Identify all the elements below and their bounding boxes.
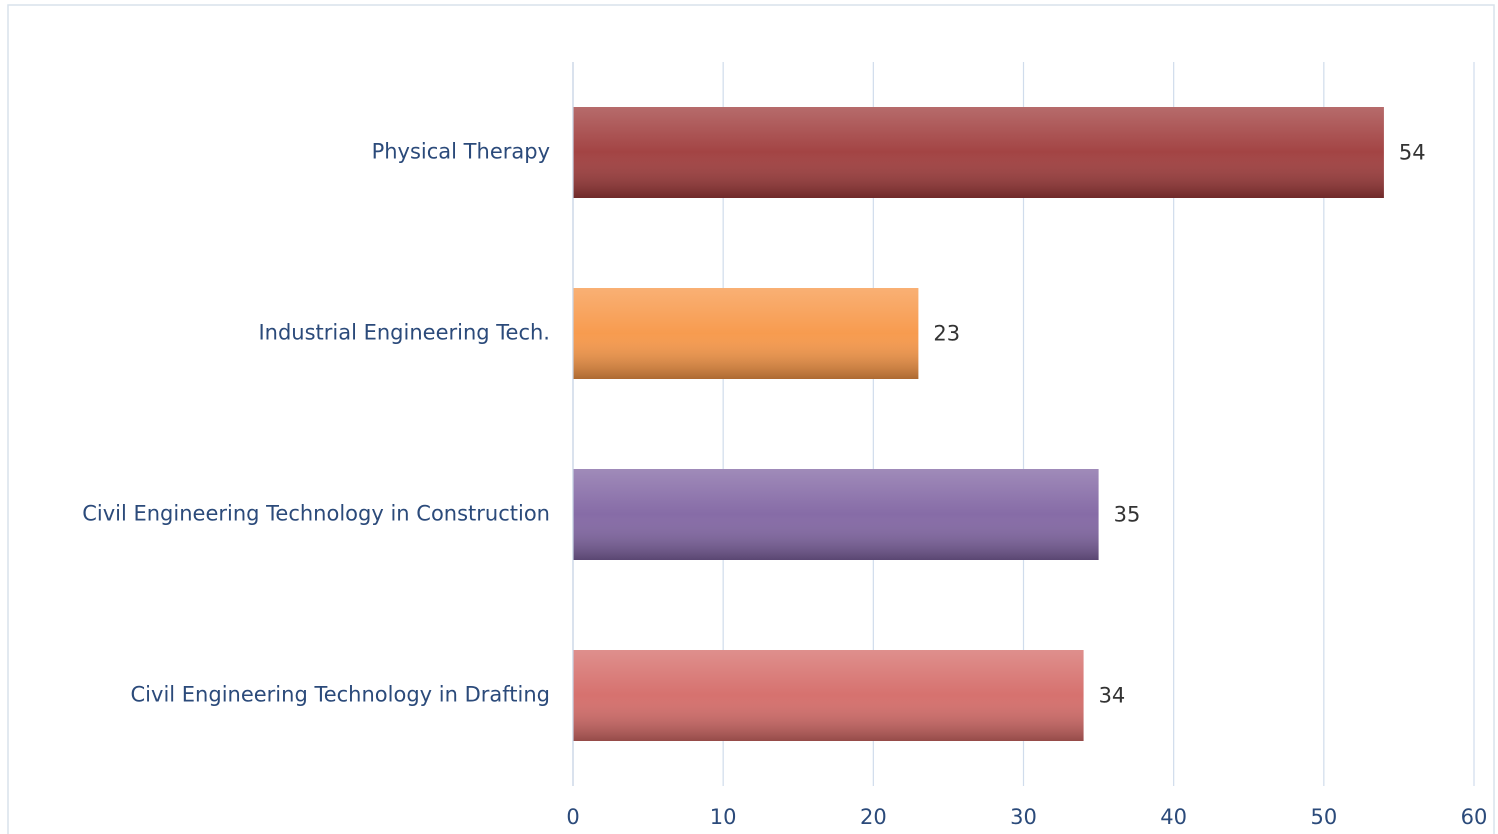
value-label: 34 — [1099, 684, 1126, 708]
x-tick-label: 60 — [1461, 805, 1488, 829]
x-tick-label: 40 — [1160, 805, 1187, 829]
y-tick-label: Civil Engineering Technology in Drafting — [131, 683, 550, 707]
y-tick-label: Industrial Engineering Tech. — [258, 321, 550, 345]
bar-shade — [573, 107, 1384, 198]
value-label: 54 — [1399, 141, 1426, 165]
bar-shade — [573, 469, 1099, 560]
value-label: 23 — [933, 322, 960, 346]
value-label: 35 — [1114, 503, 1141, 527]
x-tick-label: 30 — [1010, 805, 1037, 829]
x-tick-label: 50 — [1310, 805, 1337, 829]
bar-shade — [573, 288, 919, 379]
y-tick-label: Civil Engineering Technology in Construc… — [82, 502, 550, 526]
y-tick-label: Physical Therapy — [372, 140, 550, 164]
bar-shade — [573, 650, 1084, 741]
x-tick-label: 0 — [566, 805, 579, 829]
x-tick-label: 20 — [860, 805, 887, 829]
x-tick-label: 10 — [710, 805, 737, 829]
